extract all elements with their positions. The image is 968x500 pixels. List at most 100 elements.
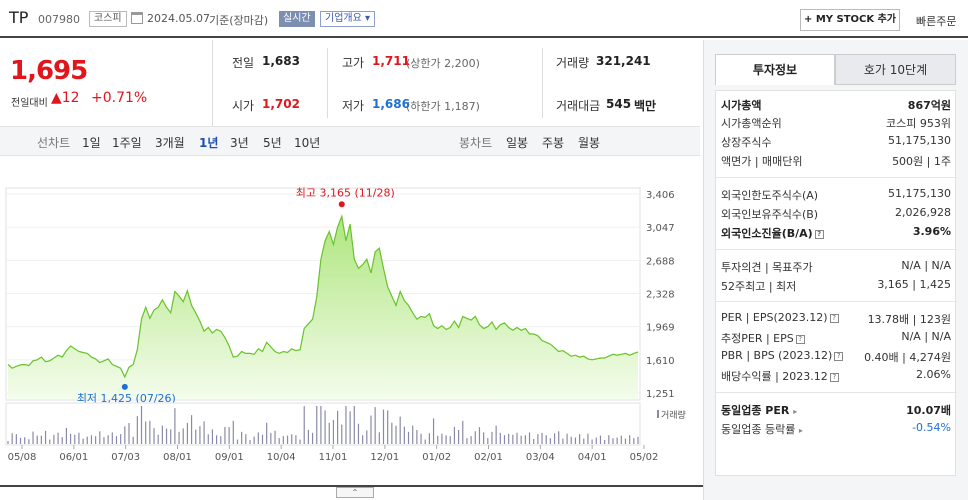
candle-weekly[interactable]: 주봉 [542,136,565,150]
candle-chart-label: 봉차트 [459,136,493,150]
volume-bar [324,410,326,444]
volume-frame [5,402,641,446]
volume-bar [19,437,22,444]
volume-bar [545,435,547,444]
volume-bar [103,437,105,444]
volume-bar [36,435,38,444]
row-opinion: 투자의견 | 목표주가 N/A | N/A [716,257,957,275]
x-tick-label: 05/02 [630,452,659,463]
period-3y[interactable]: 3년 [230,136,249,150]
period-1y[interactable]: 1년 [199,136,219,150]
divider [716,301,957,302]
period-5y[interactable]: 5년 [263,136,282,150]
candle-monthly[interactable]: 월봉 [578,136,601,150]
week52-value: 3,165 | 1,425 [877,278,951,291]
volume-bar [508,433,510,444]
volume-bar [428,433,430,444]
tab-order-book[interactable]: 호가 10단계 [835,54,956,85]
max-label: 최고 3,165 (11/28) [296,186,395,199]
volume-bar [74,434,76,444]
quick-order-link[interactable]: 빠른주문 [916,15,957,28]
x-tick-label: 09/01 [215,452,244,463]
lower-limit: (하한가 1,187) [406,100,480,113]
help-icon[interactable]: ? [829,373,839,382]
period-3m[interactable]: 3개월 [155,136,185,150]
volume-bar [604,440,606,444]
price-area [8,216,638,399]
volume-bar [299,439,301,444]
volume-bar [82,438,84,444]
volume-bar [253,436,255,444]
company-info-dropdown[interactable]: 기업개요 ▾ [320,11,376,27]
volume-bar [57,432,59,444]
x-tick-label: 02/01 [474,452,503,463]
market-cap-label: 시가총액 [721,99,762,112]
volume-bar [420,433,422,444]
volume-bar [311,432,314,444]
volume-bar [553,433,556,444]
tab-investment-info[interactable]: 투자정보 [715,54,835,85]
industry-per-label: 동일업종 PER [721,404,790,417]
volume-value: 321,241 [596,54,651,68]
volume-bar [470,436,472,444]
volume-bar [307,429,309,444]
volume-bar [328,422,330,444]
min-point [121,383,128,390]
investment-panel: 투자정보 호가 10단계 시가총액 867억원 시가총액순위 코스피 953위 상장… [703,40,968,500]
prev-close-label: 전일 [232,56,255,70]
volume-bar [320,406,322,444]
volume-bar [382,409,385,444]
line-chart-label: 선차트 [37,136,71,150]
volume-bar [362,435,364,444]
volume-bar [412,425,414,444]
volume-bar [633,438,635,444]
volume-bar [40,435,42,444]
volume-bar [570,436,572,444]
row-estimated-per: 추정PER | EPS? N/A | N/A [716,328,957,346]
volume-bar [483,432,485,444]
opinion-value: N/A | N/A [901,259,951,272]
prev-close-value: 1,683 [262,54,300,68]
volume-bar [583,438,585,444]
row-industry-rate[interactable]: 동일업종 등락률 ▸ -0.54% [716,419,957,437]
row-pbr: PBR | BPS (2023.12)? 0.40배 | 4,274원 [716,347,957,365]
par-value: 500원 | 1주 [892,155,951,168]
realtime-button[interactable]: 실시간 [279,11,315,27]
volume-bar [370,415,372,444]
period-1w[interactable]: 1주일 [112,136,142,150]
volume-bar [629,435,631,444]
candle-daily[interactable]: 일봉 [506,136,529,150]
volume-bar [487,438,489,444]
row-market-cap: 시가총액 867억원 [716,95,957,113]
foreign-hold-label: 외국인보유주식수(B) [721,208,819,221]
min-label: 최저 1,425 (07/26) [77,392,176,405]
info-box: 시가총액 867억원 시가총액순위 코스피 953위 상장주식수 51,175,130… [715,90,957,476]
volume-bar [533,439,535,444]
help-icon[interactable]: ? [814,230,824,239]
volume-bar [32,431,34,444]
volume-bar [562,438,564,444]
volume-bar [157,434,159,444]
period-1d[interactable]: 1일 [82,136,101,150]
help-icon[interactable]: ? [795,335,805,344]
collapse-chart-button[interactable]: ⌃ [336,487,374,498]
max-point [338,201,345,208]
add-mystock-button[interactable]: + MY STOCK 추가 [800,9,900,31]
row-52week: 52주최고 | 최저 3,165 | 1,425 [716,276,957,294]
company-info-label: 기업개요 [325,13,362,24]
row-foreign-hold: 외국인보유주식수(B) 2,026,928 [716,204,957,222]
volume-bar [186,422,189,444]
volume-bar [478,427,481,444]
period-10y[interactable]: 10년 [294,136,321,150]
volume-bar [366,430,368,444]
help-icon[interactable]: ? [829,314,839,323]
period-selector: 선차트 1일 1주일 3개월 1년 3년 5년 10년 봉차트 일봉 주봉 월봉 [0,126,700,156]
row-industry-per[interactable]: 동일업종 PER ▸ 10.07배 [716,400,957,418]
volume-bar [357,423,360,444]
volume-bar [445,435,447,444]
open-label: 시가 [232,99,255,113]
high-label: 고가 [342,56,365,70]
help-icon[interactable]: ? [834,352,844,361]
y-tick-label: 1,969 [646,323,675,334]
market-cap-rank-value: 코스피 953위 [886,117,951,130]
